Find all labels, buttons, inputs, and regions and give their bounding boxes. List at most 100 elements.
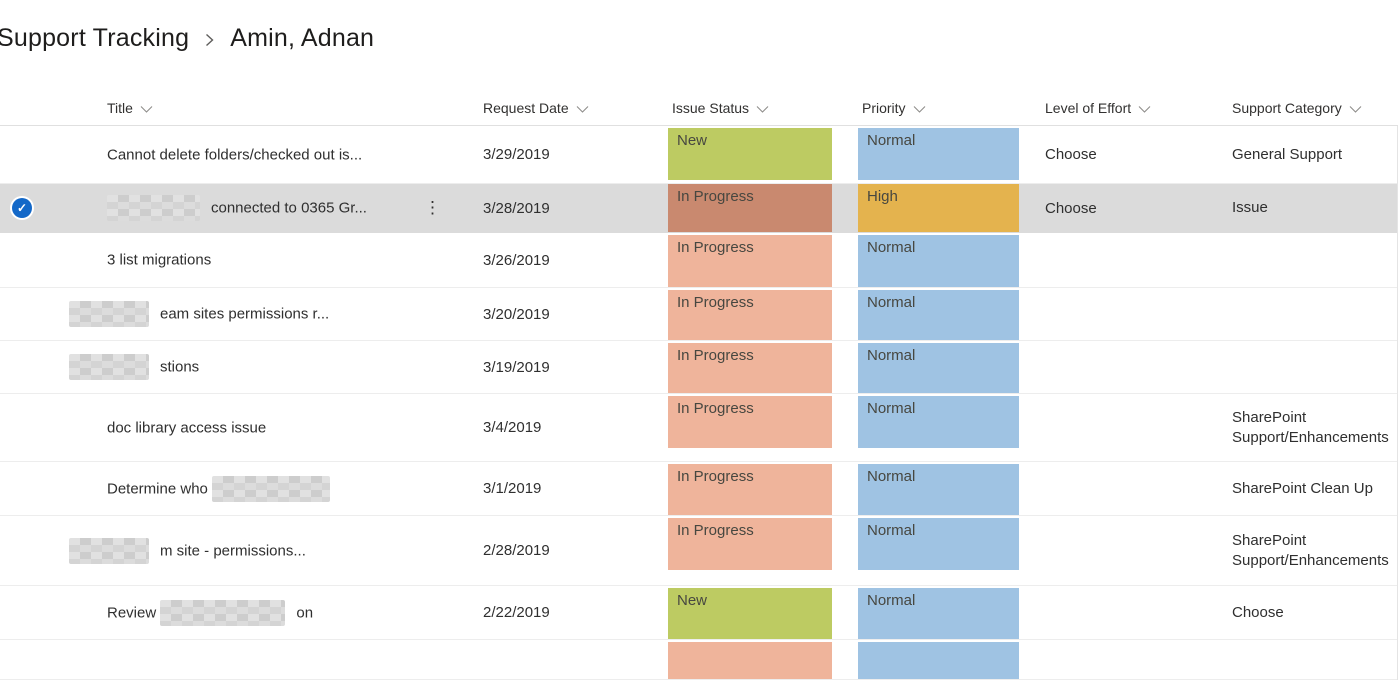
level-of-effort-value[interactable] (1035, 288, 1222, 340)
title-text: eam sites permissions r... (160, 305, 330, 323)
priority-chip: Normal (858, 588, 1019, 639)
row-check-cell[interactable] (0, 586, 48, 639)
level-of-effort-value[interactable] (1035, 394, 1222, 461)
column-header-request-date[interactable]: Request Date (470, 100, 660, 116)
table-row[interactable]: 3 list migrations 3/26/2019 In Progress … (0, 233, 1397, 288)
row-title[interactable]: stions (48, 341, 470, 393)
breadcrumb-list-title[interactable]: Support Tracking (0, 24, 190, 52)
title-text: m site - permissions... (160, 542, 306, 559)
support-category-value[interactable]: Choose (1232, 603, 1284, 621)
redacted-text-block (69, 354, 149, 380)
row-title[interactable]: Cannot delete folders/checked out is... (48, 126, 470, 183)
row-title[interactable]: m site - permissions... (48, 516, 470, 585)
row-check-cell[interactable] (0, 126, 48, 183)
table-row[interactable]: doc library access issue 3/4/2019 In Pro… (0, 394, 1397, 462)
table-row[interactable]: Determine who 3/1/2019 In Progress Norma… (0, 462, 1397, 516)
column-header-title[interactable]: Title (48, 100, 470, 116)
request-date-value: 2/28/2019 (483, 542, 550, 559)
title-text: on (296, 604, 314, 621)
level-of-effort-value[interactable] (1035, 341, 1222, 393)
support-category-value[interactable] (1222, 341, 1398, 393)
level-of-effort-value[interactable] (1035, 462, 1222, 515)
list-view: Title Request Date Issue Status Priority Lev… (0, 90, 1398, 680)
level-of-effort-value[interactable]: Choose (1045, 199, 1097, 217)
table-row[interactable]: m site - permissions... 2/28/2019 In Pro… (0, 516, 1397, 586)
level-of-effort-value[interactable] (1035, 233, 1222, 287)
row-title[interactable]: connected to 0365 Gr... ⋮ (48, 184, 470, 232)
priority-cell: Normal (848, 288, 1035, 340)
support-category-value[interactable]: General Support (1232, 145, 1343, 163)
table-row[interactable]: Review on 2/22/2019 New Normal Choose (0, 586, 1397, 640)
issue-status-chip: New (668, 588, 832, 639)
row-title[interactable]: eam sites permissions r... (48, 288, 470, 340)
column-header-label: Request Date (483, 99, 569, 116)
priority-cell: Normal (848, 233, 1035, 287)
issue-status-chip: In Progress (668, 290, 832, 340)
chevron-down-icon (1349, 102, 1362, 114)
level-of-effort-value[interactable] (1035, 640, 1222, 679)
issue-status-chip: In Progress (668, 184, 832, 232)
priority-chip: Normal (858, 290, 1019, 340)
row-check-cell[interactable] (0, 233, 48, 287)
title-text: doc library access issue (107, 419, 267, 437)
row-check-cell[interactable]: ✓ (0, 184, 48, 232)
title-text: Review (107, 604, 161, 621)
issue-status-cell: In Progress (660, 233, 848, 287)
table-row[interactable]: eam sites permissions r... 3/20/2019 In … (0, 288, 1397, 341)
priority-chip (858, 642, 1019, 679)
support-category-value[interactable]: SharePoint Clean Up (1232, 479, 1373, 497)
priority-cell: Normal (848, 394, 1035, 461)
priority-chip: Normal (858, 464, 1019, 515)
column-header-issue-status[interactable]: Issue Status (660, 100, 848, 116)
row-check-cell[interactable] (0, 640, 48, 679)
issue-status-chip: In Progress (668, 235, 832, 287)
priority-cell: Normal (848, 126, 1035, 183)
column-header-label: Level of Effort (1045, 99, 1132, 116)
table-row[interactable] (0, 640, 1397, 680)
issue-status-cell: In Progress (660, 341, 848, 393)
support-category-value[interactable]: Issue (1232, 199, 1268, 216)
row-selected-checkmark-icon[interactable]: ✓ (12, 198, 32, 218)
request-date-value: 3/28/2019 (483, 199, 550, 217)
table-row[interactable]: stions 3/19/2019 In Progress Normal (0, 341, 1397, 394)
column-header-label: Issue Status (672, 99, 750, 116)
row-check-cell[interactable] (0, 288, 48, 340)
title-text: Cannot delete folders/checked out is... (107, 146, 363, 164)
table-row[interactable]: Cannot delete folders/checked out is... … (0, 126, 1397, 184)
priority-chip: High (858, 184, 1019, 232)
breadcrumb-item-title: Amin, Adnan (230, 24, 375, 52)
row-title[interactable] (48, 640, 470, 679)
support-category-value[interactable] (1222, 640, 1398, 679)
issue-status-chip: In Progress (668, 396, 832, 448)
support-category-value[interactable]: SharePoint Support/Enhancements (1232, 531, 1389, 569)
chevron-down-icon (1138, 102, 1151, 114)
title-text: 3 list migrations (107, 251, 212, 269)
table-row[interactable]: ✓ connected to 0365 Gr... ⋮ 3/28/2019 In … (0, 184, 1397, 233)
request-date-value: 3/19/2019 (483, 358, 550, 376)
row-title[interactable]: doc library access issue (48, 394, 470, 461)
support-category-value[interactable] (1222, 233, 1398, 287)
row-check-cell[interactable] (0, 394, 48, 461)
row-check-cell[interactable] (0, 462, 48, 515)
chevron-down-icon (913, 102, 926, 114)
column-header-level-of-effort[interactable]: Level of Effort (1035, 100, 1222, 116)
redacted-text-block (69, 537, 149, 564)
level-of-effort-value[interactable] (1035, 586, 1222, 639)
row-check-cell[interactable] (0, 341, 48, 393)
row-check-cell[interactable] (0, 516, 48, 585)
level-of-effort-value[interactable] (1035, 516, 1222, 585)
column-header-label: Support Category (1232, 99, 1342, 116)
row-title[interactable]: Determine who (48, 462, 470, 515)
request-date-value: 3/26/2019 (483, 251, 550, 269)
support-category-value[interactable] (1222, 288, 1398, 340)
request-date-value: 3/1/2019 (483, 480, 542, 497)
row-title[interactable]: 3 list migrations (48, 233, 470, 287)
column-header-support-category[interactable]: Support Category (1222, 100, 1398, 116)
row-title[interactable]: Review on (48, 586, 470, 639)
level-of-effort-value[interactable]: Choose (1045, 146, 1097, 163)
row-menu-ellipsis-icon[interactable]: ⋮ (424, 198, 441, 217)
column-header-priority[interactable]: Priority (848, 100, 1035, 116)
issue-status-cell: New (660, 586, 848, 639)
support-category-value[interactable]: SharePoint Support/Enhancements (1232, 408, 1389, 446)
issue-status-cell: In Progress (660, 394, 848, 461)
